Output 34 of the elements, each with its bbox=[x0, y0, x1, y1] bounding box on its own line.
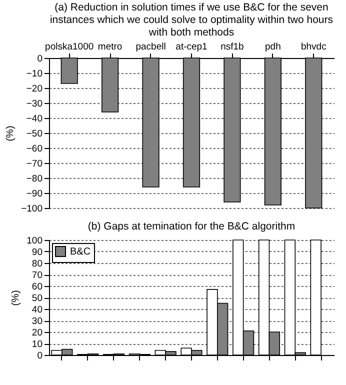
y-tick-label: −90 bbox=[26, 188, 42, 200]
y-tick-label: 50 bbox=[32, 293, 42, 304]
y-tick-label: −40 bbox=[26, 114, 42, 124]
y-tick-label: 20 bbox=[32, 328, 42, 338]
y-tick-label: 60 bbox=[32, 282, 42, 292]
y-tick-label: −30 bbox=[26, 98, 42, 110]
y-tick-label: −20 bbox=[26, 84, 42, 94]
y-tick-label: 40 bbox=[32, 304, 42, 316]
y-tick-label: 90 bbox=[32, 247, 42, 258]
y-tick-label: −100 bbox=[21, 204, 42, 214]
y-tick-label: −50 bbox=[26, 128, 42, 140]
y-tick-label: −10 bbox=[26, 68, 42, 80]
y-tick-label: 0 bbox=[37, 54, 42, 64]
chart-title: (b) Gaps at temination for the B&C algorithm bbox=[88, 220, 296, 232]
y-tick-label: 0 bbox=[37, 350, 42, 362]
y-tick-label: −60 bbox=[26, 144, 42, 154]
y-tick-label: 80 bbox=[32, 258, 42, 270]
y-axis-title: (%) bbox=[10, 290, 22, 306]
x-tick-label: bhvdc bbox=[300, 42, 327, 52]
x-tick-label: metro bbox=[98, 42, 122, 52]
y-tick-label: 10 bbox=[32, 339, 42, 350]
chart-title: (a) Reduction in solution times if we use B&C for the seven instances which we could solve to optimality within two hours with both methods bbox=[50, 2, 334, 38]
y-tick-label: 100 bbox=[26, 236, 42, 246]
x-tick-label: pdh bbox=[265, 42, 281, 52]
y-tick-label: 70 bbox=[32, 270, 42, 281]
y-tick-label: 30 bbox=[32, 316, 42, 327]
y-axis-title: (%) bbox=[5, 126, 16, 142]
y-tick-label: −80 bbox=[26, 174, 42, 184]
x-tick-label: at-cep1 bbox=[176, 42, 208, 52]
legend-label: B&C bbox=[70, 246, 91, 258]
x-tick-label: polska1000 bbox=[45, 42, 94, 52]
x-tick-label: nsf1b bbox=[220, 42, 244, 52]
y-tick-label: −70 bbox=[26, 158, 42, 170]
x-tick-label: pacbell bbox=[136, 42, 166, 52]
